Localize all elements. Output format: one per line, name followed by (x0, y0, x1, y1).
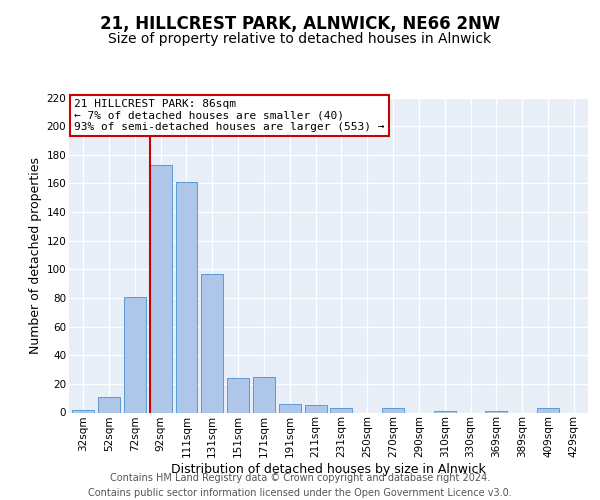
Bar (176, 182, 197, 412)
Bar (485, 411, 508, 412)
Bar (227, 378, 249, 412)
Bar (98, 397, 120, 412)
Bar (149, 165, 172, 412)
Bar (331, 408, 352, 412)
Bar (253, 376, 275, 412)
Bar (305, 406, 326, 412)
Y-axis label: Number of detached properties: Number of detached properties (29, 156, 43, 354)
Bar (72, 410, 94, 412)
Bar (202, 274, 223, 412)
Bar (382, 408, 404, 412)
Bar (434, 411, 455, 412)
Text: 21, HILLCREST PARK, ALNWICK, NE66 2NW: 21, HILLCREST PARK, ALNWICK, NE66 2NW (100, 15, 500, 33)
X-axis label: Distribution of detached houses by size in Alnwick: Distribution of detached houses by size … (171, 463, 486, 476)
Bar (537, 408, 559, 412)
Text: 21 HILLCREST PARK: 86sqm
← 7% of detached houses are smaller (40)
93% of semi-de: 21 HILLCREST PARK: 86sqm ← 7% of detache… (74, 99, 385, 132)
Text: Contains HM Land Registry data © Crown copyright and database right 2024.
Contai: Contains HM Land Registry data © Crown c… (88, 472, 512, 498)
Bar (279, 404, 301, 412)
Bar (124, 296, 146, 412)
Text: Size of property relative to detached houses in Alnwick: Size of property relative to detached ho… (109, 32, 491, 46)
